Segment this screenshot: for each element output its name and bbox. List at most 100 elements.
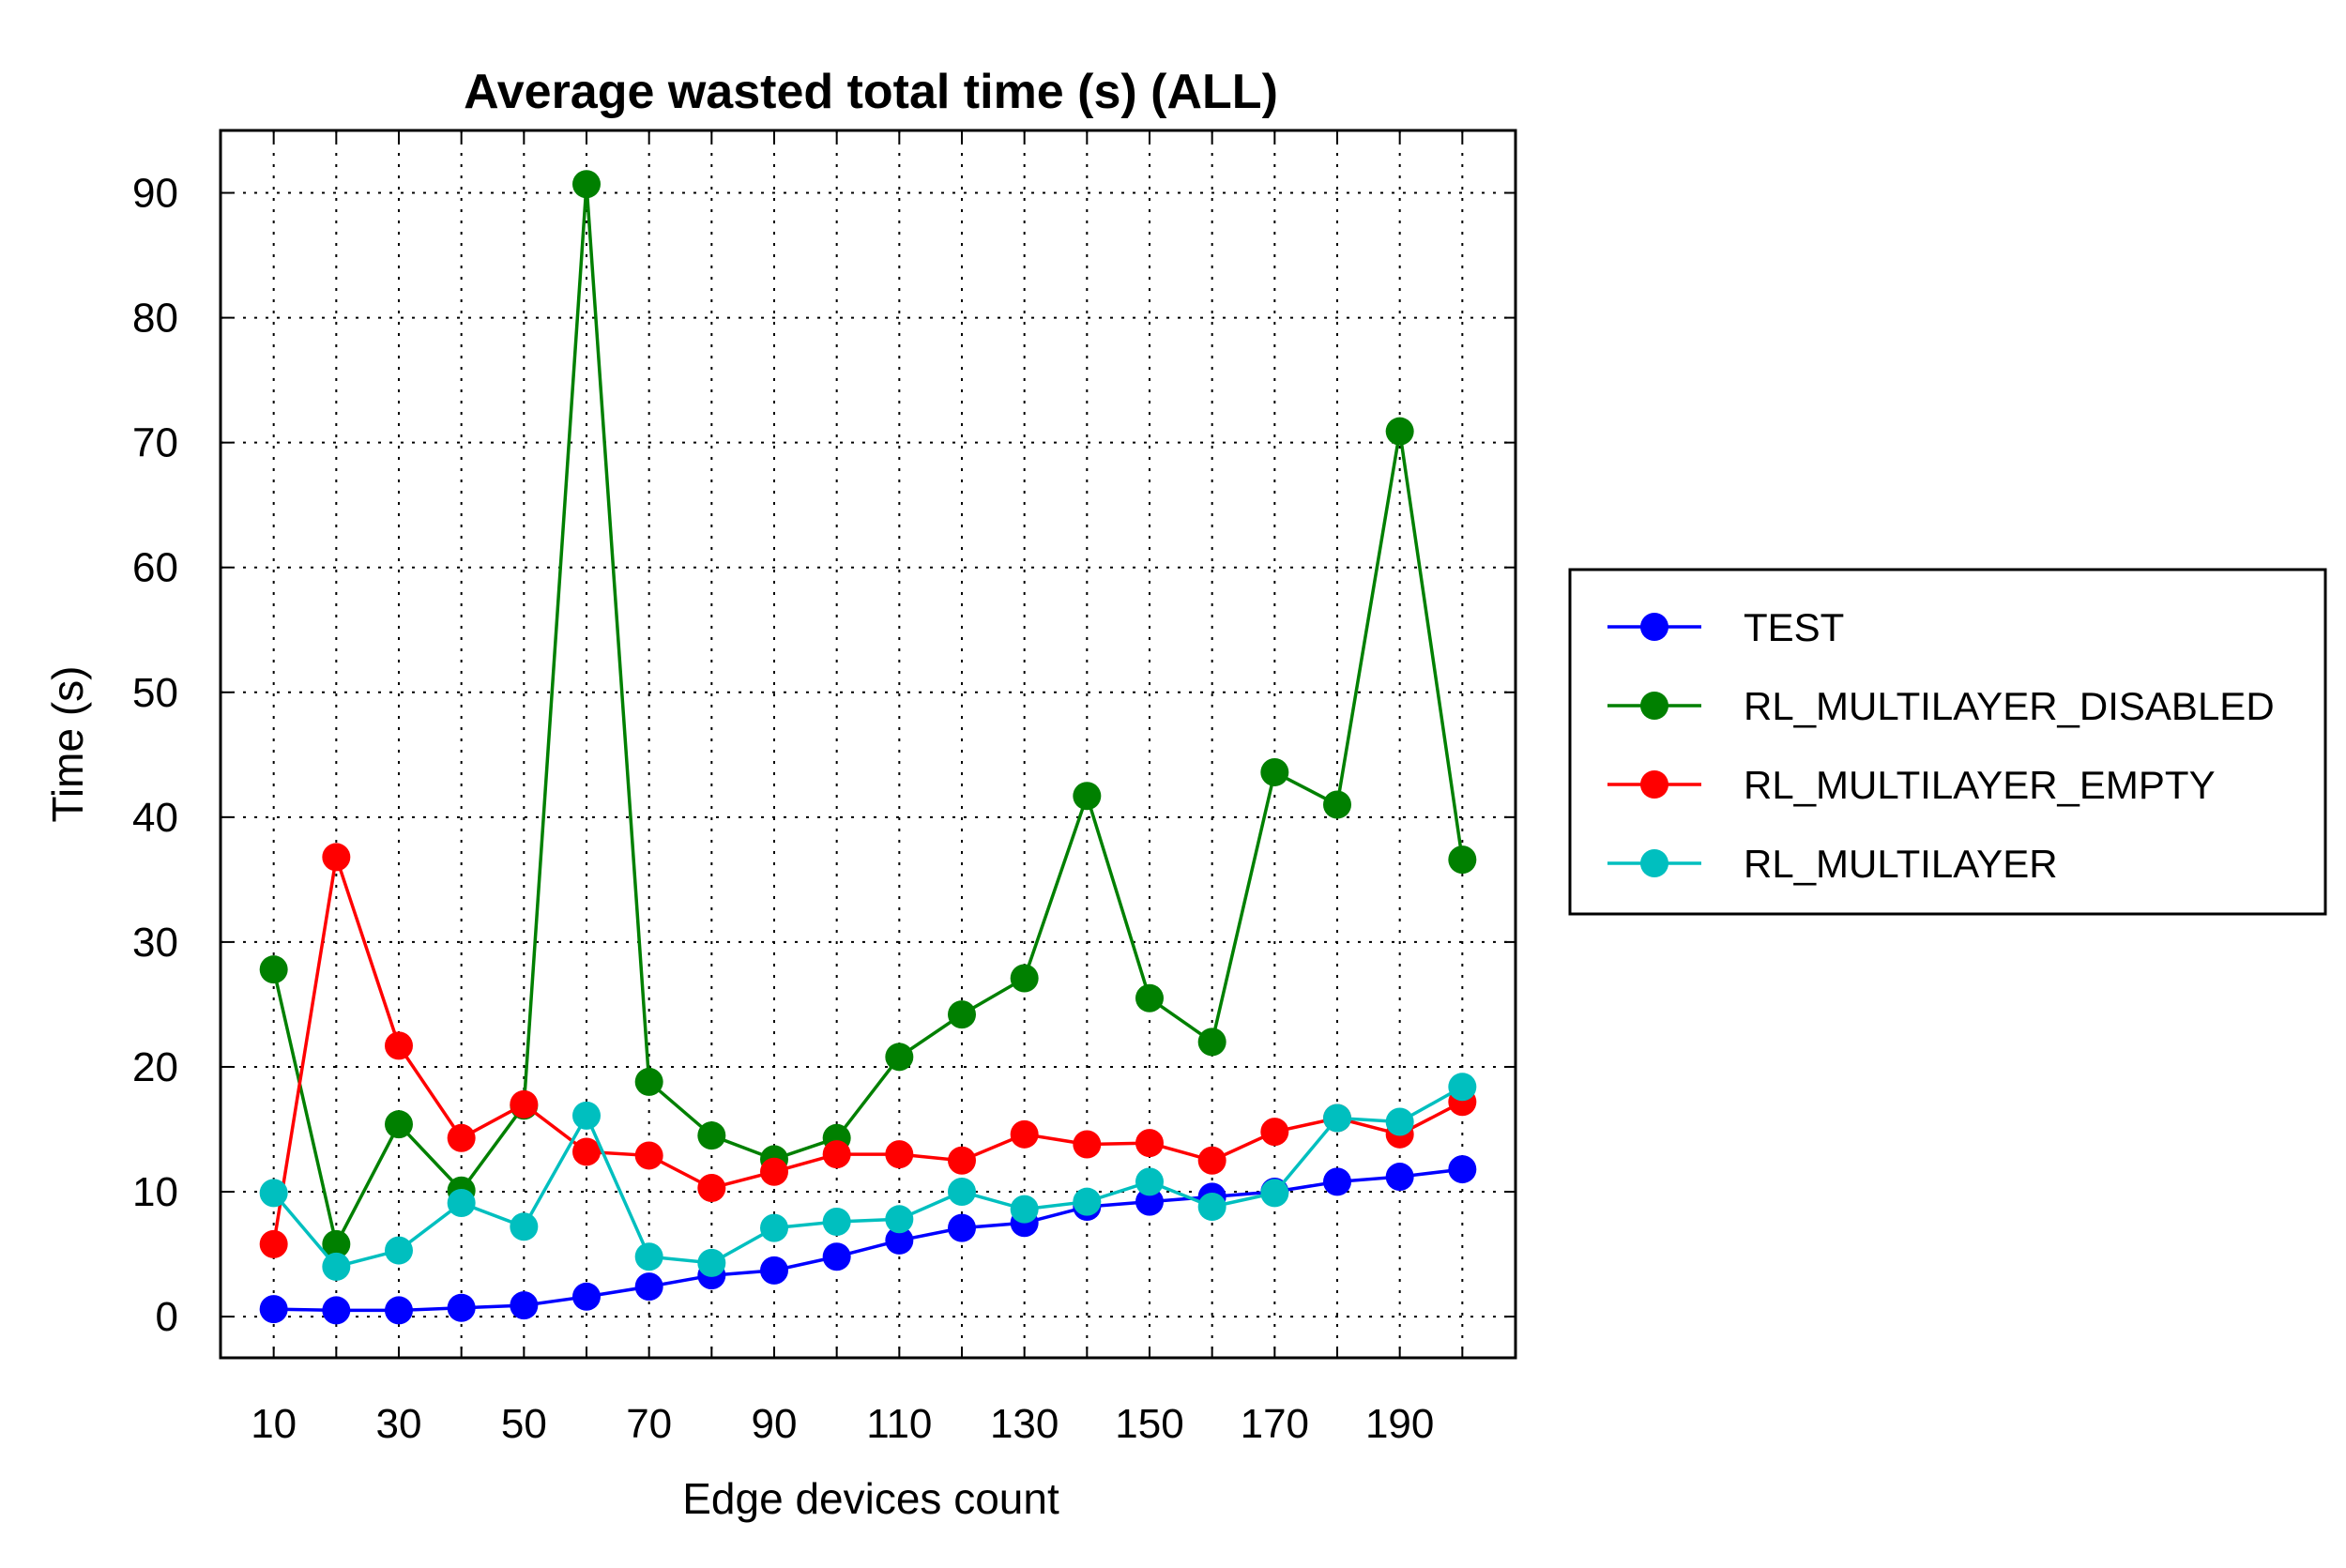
data-point <box>1448 1155 1477 1184</box>
data-point <box>634 1272 663 1302</box>
data-point <box>510 1291 539 1320</box>
data-point <box>385 1110 413 1139</box>
data-point <box>447 1189 476 1218</box>
data-point <box>760 1213 788 1242</box>
data-point <box>1197 1146 1226 1175</box>
series-line <box>272 1085 1464 1269</box>
data-point <box>885 1140 914 1169</box>
series-rl-multilayer-empty <box>259 843 1477 1258</box>
data-point <box>760 1157 788 1186</box>
legend-marker <box>1640 849 1668 877</box>
y-tick-label: 10 <box>132 1169 178 1215</box>
data-point <box>822 1207 851 1236</box>
series-rl-multilayer-disabled <box>259 170 1477 1258</box>
data-point <box>760 1256 788 1285</box>
data-point <box>322 843 351 872</box>
x-tick-label: 50 <box>501 1401 547 1447</box>
data-point <box>1260 1118 1289 1147</box>
series-test <box>259 1155 1477 1325</box>
data-point <box>447 1293 476 1322</box>
data-point <box>1073 782 1102 811</box>
data-point <box>634 1067 663 1096</box>
x-tick-label: 30 <box>376 1401 422 1447</box>
data-point <box>1323 790 1351 819</box>
x-tick-label: 170 <box>1241 1401 1309 1447</box>
data-point <box>634 1141 663 1170</box>
data-point <box>1135 1167 1164 1196</box>
y-tick-label: 50 <box>132 670 178 716</box>
data-point <box>885 1043 914 1072</box>
data-point <box>885 1205 914 1234</box>
data-point <box>259 1229 288 1258</box>
data-point <box>259 1179 288 1208</box>
data-point <box>322 1252 351 1281</box>
data-point <box>1073 1130 1102 1159</box>
x-tick-label: 150 <box>1115 1401 1183 1447</box>
legend-label: RL_MULTILAYER <box>1744 842 2058 886</box>
data-point <box>1323 1167 1351 1196</box>
data-point <box>1385 417 1414 446</box>
x-axis-label: Edge devices count <box>682 1474 1059 1523</box>
legend-marker <box>1640 692 1668 720</box>
y-tick-label: 90 <box>132 171 178 217</box>
legend-label: RL_MULTILAYER_DISABLED <box>1744 684 2275 728</box>
data-point <box>1197 1192 1226 1221</box>
legend-item: RL_MULTILAYER_DISABLED <box>1607 684 2275 728</box>
data-point <box>322 1296 351 1325</box>
x-tick-label: 130 <box>990 1401 1059 1447</box>
y-tick-label: 60 <box>132 545 178 591</box>
data-point <box>948 1178 976 1207</box>
legend-marker <box>1640 770 1668 799</box>
data-point <box>948 1213 976 1242</box>
data-point <box>697 1121 726 1150</box>
chart-title: Average wasted total time (s) (ALL) <box>464 65 1278 119</box>
data-point <box>1135 1187 1164 1216</box>
data-point <box>1385 1163 1414 1192</box>
series-rl-multilayer <box>259 1073 1477 1281</box>
plot-frame <box>219 129 1517 1360</box>
x-tick-label: 90 <box>752 1401 798 1447</box>
data-point <box>948 1146 976 1175</box>
data-point <box>572 1137 601 1166</box>
data-point <box>259 1295 288 1324</box>
axis-ticks: 10 30 50 70 90 110 130 150 170 190 0 10 20 30 40 50 60 70… <box>132 130 1516 1447</box>
data-point <box>1197 1028 1226 1057</box>
x-tick-label: 70 <box>626 1401 672 1447</box>
data-point <box>1448 845 1477 875</box>
data-point <box>1260 757 1289 786</box>
grid <box>221 130 1516 1358</box>
y-tick-label: 30 <box>132 920 178 966</box>
data-point <box>1135 1129 1164 1158</box>
data-point <box>385 1031 413 1060</box>
data-point <box>885 1225 914 1255</box>
data-point <box>822 1140 851 1169</box>
legend-item: TEST <box>1607 605 1844 649</box>
legend-marker <box>1640 613 1668 641</box>
data-point <box>1010 964 1039 993</box>
data-point <box>510 1212 539 1241</box>
data-point <box>385 1296 413 1325</box>
data-point <box>634 1242 663 1271</box>
data-point <box>1323 1104 1351 1133</box>
series-line <box>271 184 1465 1249</box>
data-point <box>510 1089 539 1119</box>
data-point <box>572 1101 601 1130</box>
series-layer <box>259 170 1477 1325</box>
x-tick-label: 110 <box>866 1401 932 1447</box>
data-point <box>697 1174 726 1203</box>
y-axis-label: Time (s) <box>43 666 92 823</box>
data-point <box>259 955 288 984</box>
data-point <box>697 1248 726 1277</box>
data-point <box>1010 1195 1039 1224</box>
data-point <box>1135 983 1164 1012</box>
y-tick-label: 40 <box>132 795 178 841</box>
data-point <box>572 170 601 199</box>
y-tick-label: 20 <box>132 1044 178 1090</box>
data-point <box>1010 1119 1039 1149</box>
legend-item: RL_MULTILAYER_EMPTY <box>1607 763 2216 807</box>
data-point <box>322 1229 351 1258</box>
data-point <box>822 1242 851 1271</box>
data-point <box>948 1000 976 1029</box>
